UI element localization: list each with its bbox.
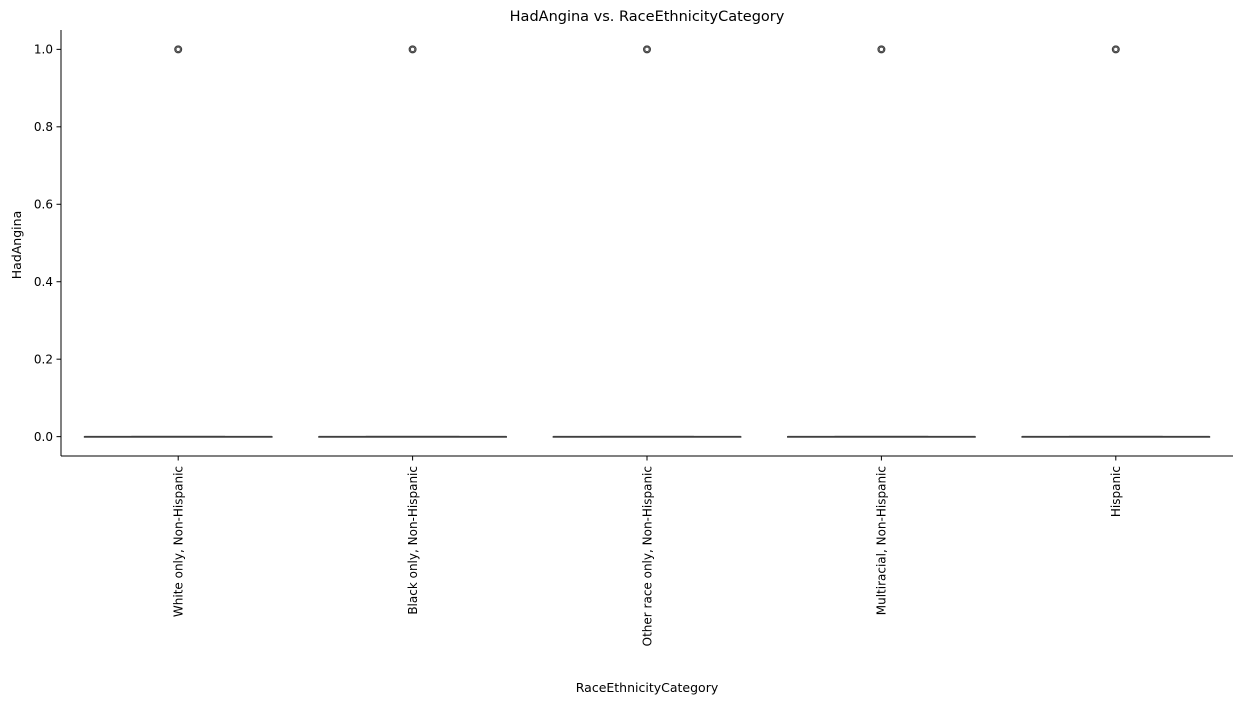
y-tick-label: 0.8 (34, 120, 53, 134)
outlier-point (644, 46, 650, 53)
x-tick-label: Hispanic (1109, 466, 1123, 517)
outlier-point (1113, 46, 1119, 53)
x-tick-label: Black only, Non-Hispanic (406, 466, 420, 615)
y-tick-label: 0.4 (34, 275, 53, 289)
outlier-point (175, 46, 181, 53)
outlier-point (642, 45, 651, 54)
outlier-point (174, 45, 183, 54)
x-tick-label: Other race only, Non-Hispanic (640, 466, 654, 646)
x-tick-label: White only, Non-Hispanic (172, 466, 186, 617)
y-tick-label: 0.6 (34, 198, 53, 212)
outlier-point (408, 45, 417, 54)
x-axis-label: RaceEthnicityCategory (576, 680, 719, 695)
y-tick-label: 0.0 (34, 430, 53, 444)
x-tick-label: Multiracial, Non-Hispanic (875, 466, 889, 615)
plot-area: 0.0 0.2 0.4 0.6 0.8 1.0 White only, Non-Hispan… (34, 43, 1211, 646)
outlier-point (878, 46, 885, 53)
outlier-point (409, 46, 416, 53)
outlier-point (1111, 45, 1120, 54)
chart-title: HadAngina vs. RaceEthnicityCategory (510, 9, 785, 25)
outlier-point (877, 45, 886, 54)
y-tick-label: 0.2 (34, 352, 53, 366)
y-axis-label: HadAngina (9, 211, 24, 279)
y-tick-label: 1.0 (34, 43, 53, 57)
